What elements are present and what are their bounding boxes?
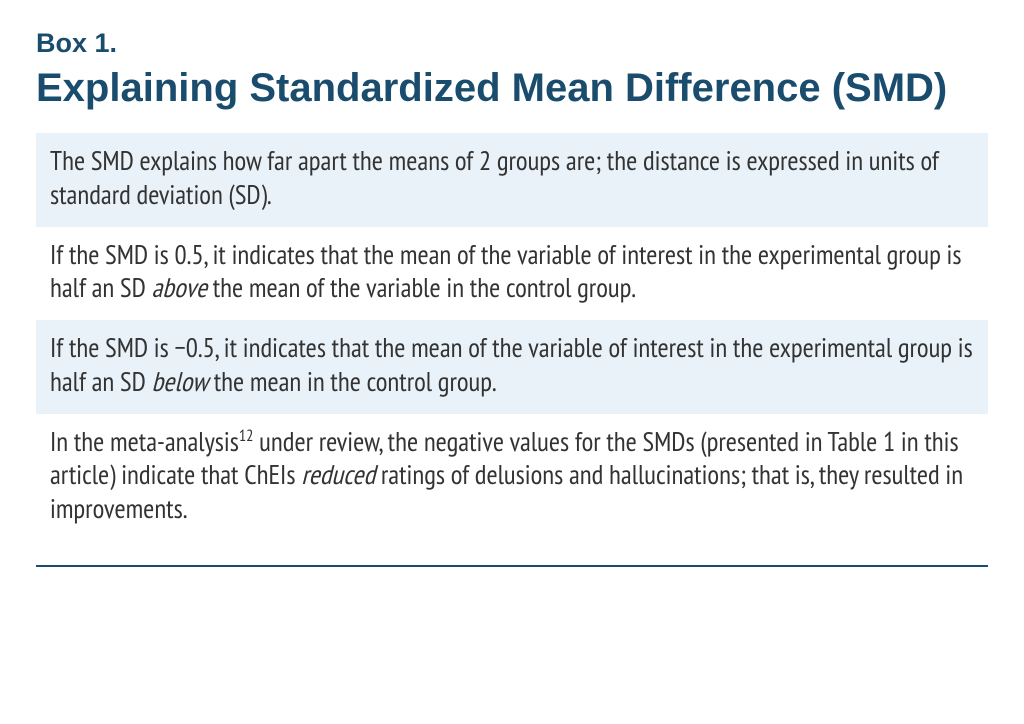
content-block: In the meta-analysis12 under review, the… xyxy=(36,414,988,541)
content-block: If the SMD is −0.5, it indicates that th… xyxy=(36,320,988,414)
content-block: If the SMD is 0.5, it indicates that the… xyxy=(36,227,988,321)
box-title: Explaining Standardized Mean Difference … xyxy=(36,65,988,111)
body-text: the mean of the variable in the control … xyxy=(207,271,636,305)
emphasis-text: reduced xyxy=(301,458,375,492)
box-label: Box 1. xyxy=(36,28,988,59)
content-block: The SMD explains how far apart the means… xyxy=(36,133,988,227)
bottom-rule xyxy=(36,565,988,567)
body-text: the mean in the control group. xyxy=(208,365,497,399)
body-text: The SMD explains how far apart the means… xyxy=(50,144,939,212)
citation-ref: 12 xyxy=(239,426,254,446)
emphasis-text: below xyxy=(151,365,208,399)
content-blocks: The SMD explains how far apart the means… xyxy=(36,133,988,541)
emphasis-text: above xyxy=(151,271,207,305)
body-text: In the meta-analysis xyxy=(50,425,239,459)
